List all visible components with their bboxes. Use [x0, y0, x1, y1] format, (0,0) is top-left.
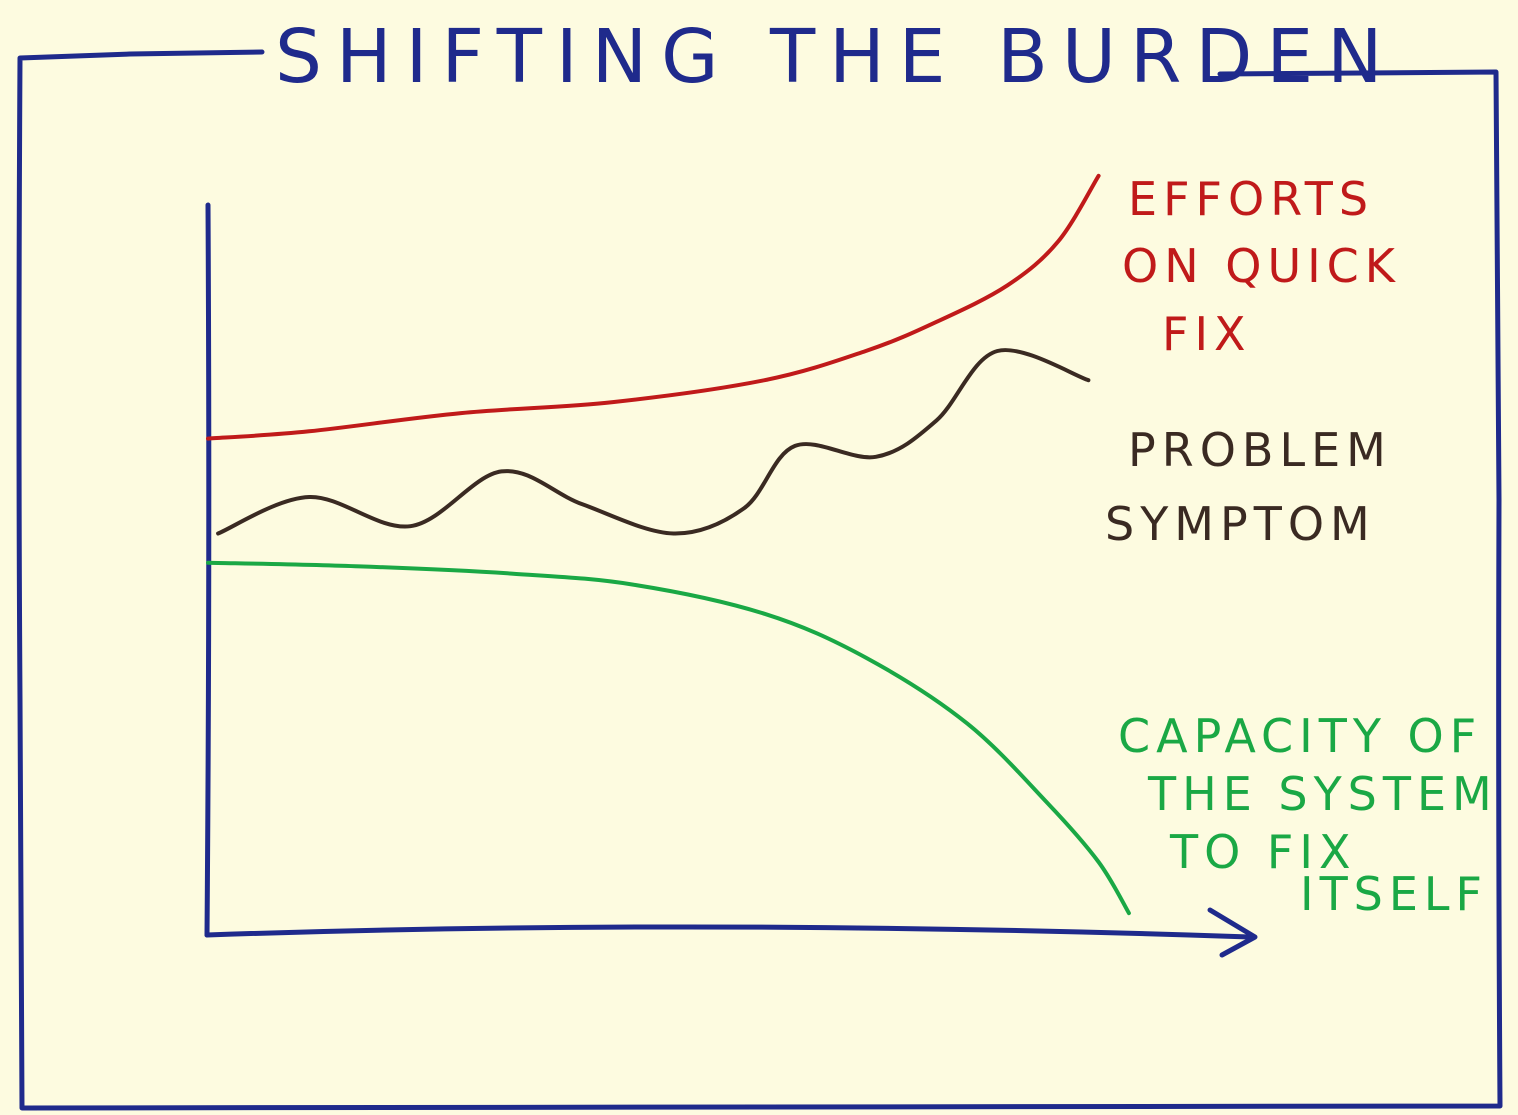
series-line-quick-fix [206, 173, 1101, 441]
x-axis [204, 924, 1253, 940]
label-quick-fix: EFFORTS ON QUICK FIX [1122, 172, 1422, 361]
label-capacity: CAPACITY OF THE SYSTEM TO FIX ITSELF [1118, 709, 1518, 921]
series-line-capacity [206, 560, 1131, 916]
chart-title: SHIFTING THE BURDEN [275, 14, 1397, 100]
series-line-problem-symptom [216, 348, 1091, 536]
x-axis-arrowhead [1207, 907, 1258, 958]
y-axis [204, 202, 212, 938]
label-problem-symptom: PROBLEM SYMPTOM [1105, 423, 1412, 551]
outer-frame [16, 49, 1503, 1111]
